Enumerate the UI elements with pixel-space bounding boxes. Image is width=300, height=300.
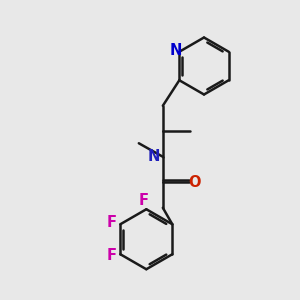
Text: F: F [106, 215, 116, 230]
Text: N: N [169, 43, 182, 58]
Text: F: F [138, 193, 148, 208]
Text: N: N [148, 148, 160, 164]
Text: O: O [188, 175, 201, 190]
Text: F: F [106, 248, 116, 263]
